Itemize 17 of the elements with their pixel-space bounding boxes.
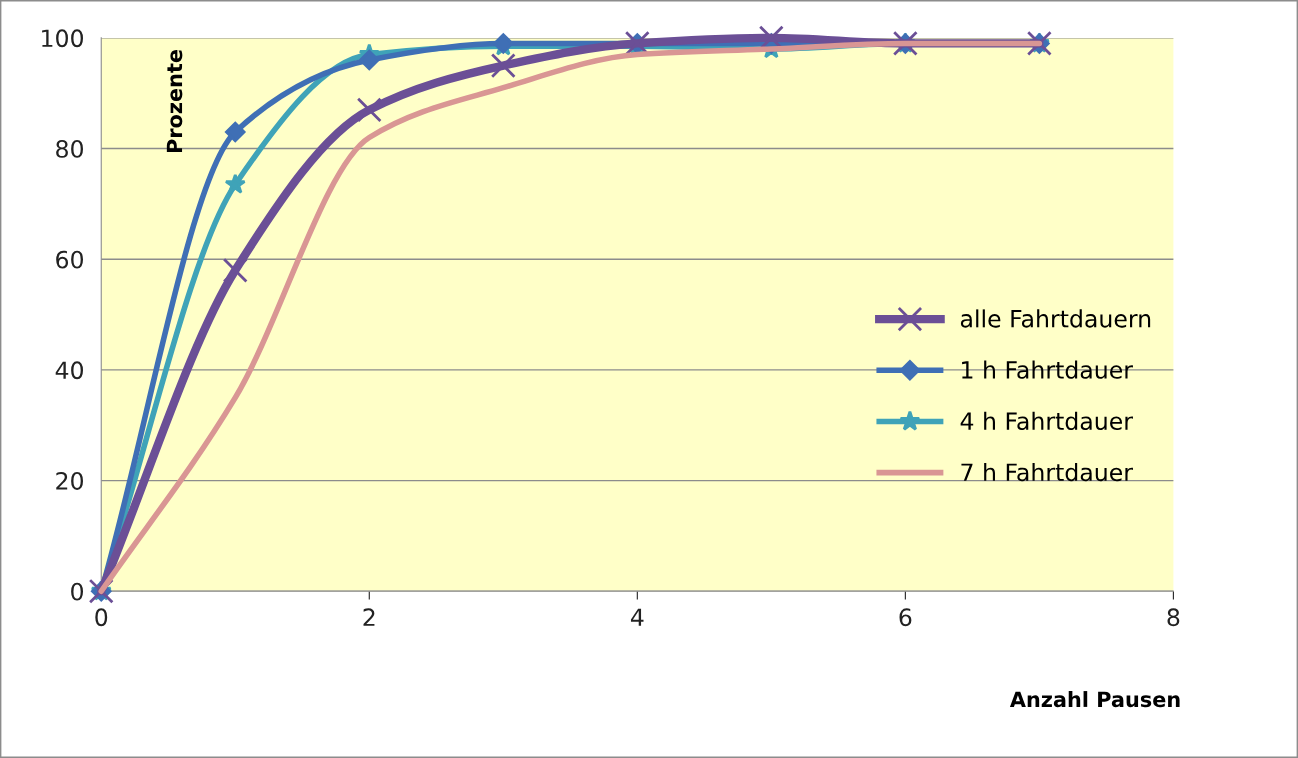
x-tick-label: 6 [899,608,912,627]
legend-label: 7 h Fahrtdauer [961,462,1133,482]
legend-label: alle Fahrtdauern [960,309,1151,328]
y-tick-label: 60 [56,250,84,269]
y-tick-label: 80 [56,140,84,158]
x-axis-title: Anzahl Pausen [1009,691,1180,708]
x-tick-label: 8 [1167,608,1180,627]
x-tick-label: 0 [95,608,108,627]
legend-label: 1 h Fahrtdauer [962,360,1133,379]
x-tick-label: 2 [363,608,375,626]
y-tick-label: 100 [42,29,84,48]
y-tick-label: 0 [71,582,84,601]
y-axis-title: Prozente [166,49,183,153]
legend-label: 4 h Fahrtdauer [960,411,1133,431]
y-tick-label: 40 [55,361,84,380]
y-tick-label: 20 [56,472,84,490]
x-tick-label: 4 [630,608,644,626]
